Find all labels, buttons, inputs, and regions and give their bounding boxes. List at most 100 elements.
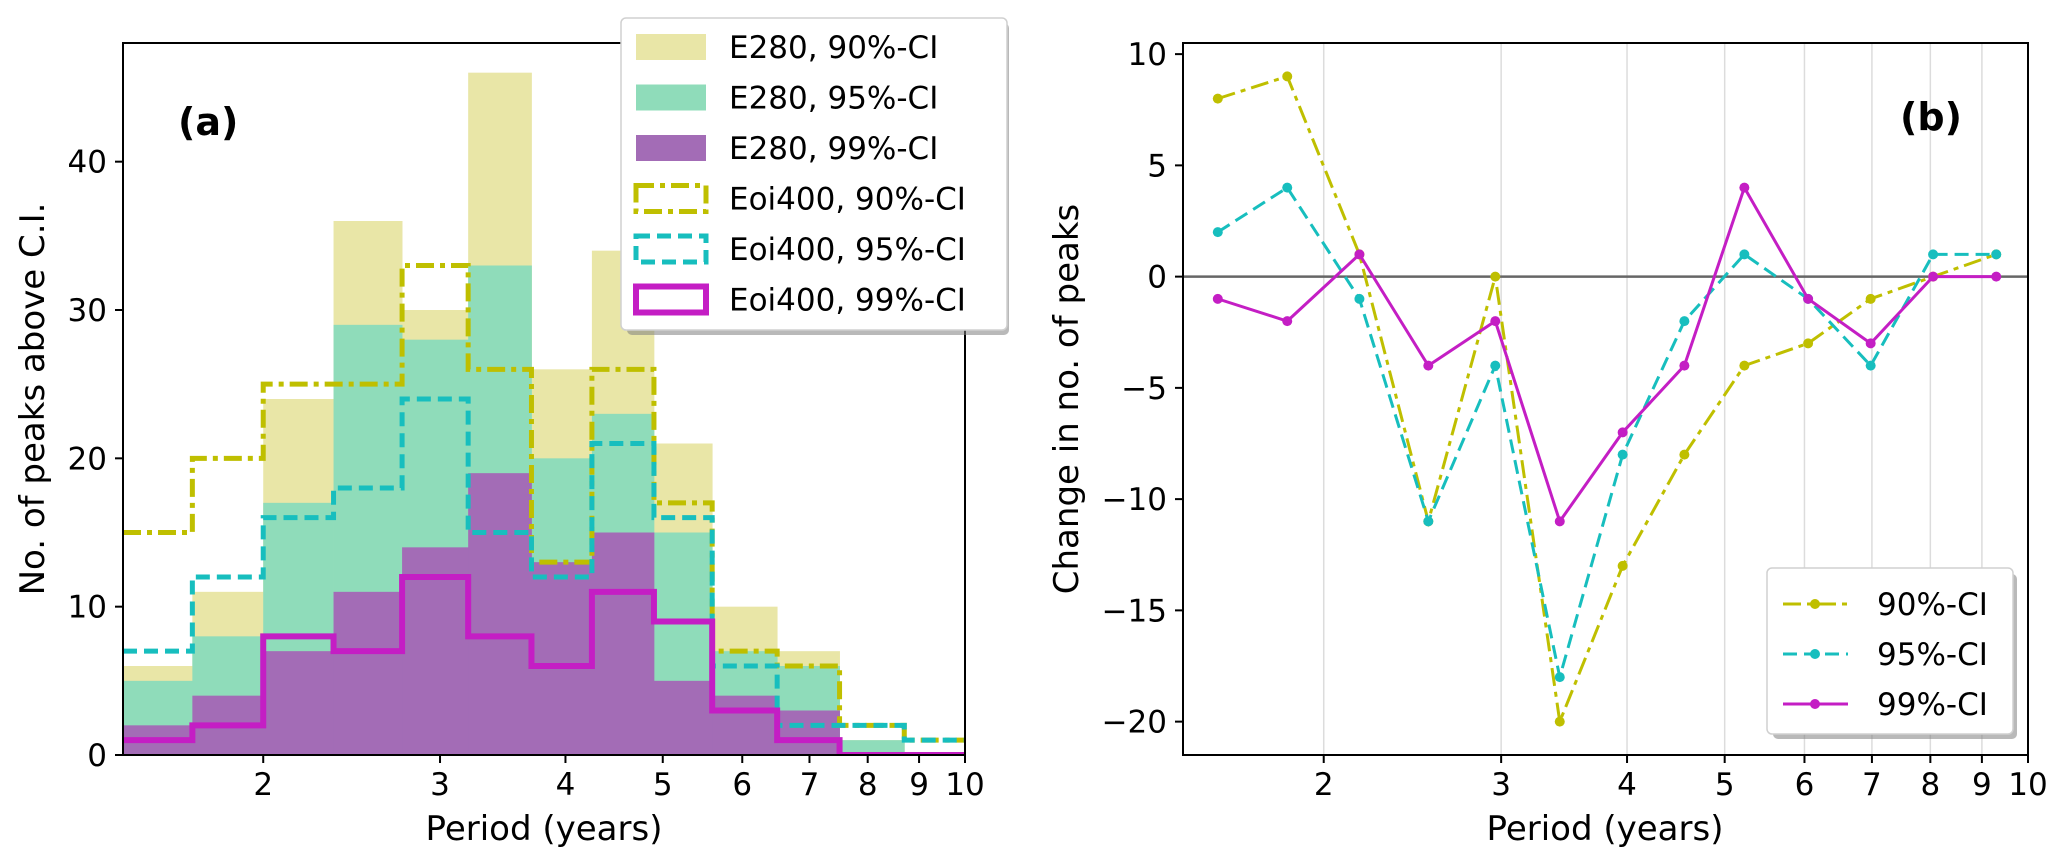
- b-ytick-label: −15: [1102, 593, 1167, 629]
- bar-e280-99-ci-bin-9: [712, 695, 778, 755]
- b-ytick-label: 10: [1128, 37, 1167, 73]
- a-xtick-label: 10: [945, 767, 984, 803]
- legend-b-label: 90%-CI: [1877, 587, 1988, 623]
- legend-b-marker: [1810, 599, 1820, 609]
- panel-a-frame: [122, 42, 966, 756]
- bar-e280-99-ci-bin-8: [653, 680, 713, 755]
- point-99-ci: [1617, 427, 1628, 438]
- legend-a-label: E280, 99%-CI: [729, 131, 938, 167]
- point-95-ci: [1679, 316, 1690, 327]
- panel-b-tag: (b): [1900, 95, 1962, 139]
- a-ytick-label: 40: [68, 145, 107, 181]
- bar-e280-95-ci-bin-11: [839, 740, 905, 755]
- panel-b-x-label: Period (years): [1487, 809, 1724, 849]
- point-99-ci: [1354, 249, 1365, 260]
- legend-a-swatch: [633, 183, 709, 214]
- point-90-ci: [1739, 360, 1750, 371]
- point-95-ci: [1212, 227, 1223, 238]
- point-90-ci: [1803, 338, 1814, 349]
- bar-e280-99-ci-bin-6: [531, 562, 593, 755]
- point-95-ci: [1991, 249, 2002, 260]
- point-95-ci: [1490, 360, 1501, 371]
- legend-a-swatch: [636, 34, 706, 60]
- panel-a-tag: (a): [178, 100, 238, 144]
- panel-a-y-label: No. of peaks above C.I.: [13, 203, 53, 596]
- bar-e280-99-ci-bin-10: [777, 710, 840, 755]
- panel-a: 2 3 4 5 6 7 8 9 10 0 10 20 30 40 Period (years) No. …: [13, 42, 985, 849]
- point-90-ci: [1554, 716, 1565, 727]
- a-xtick-label: 2: [253, 767, 273, 803]
- step-eoi400-99-ci: [123, 574, 965, 755]
- panel-b-y-label: Change in no. of peaks: [1047, 204, 1087, 594]
- bar-e280-99-ci-bin-4: [402, 547, 469, 755]
- b-xtick-label: 7: [1862, 767, 1882, 803]
- panel-b-frame: [1182, 42, 2029, 756]
- bar-e280-99-ci-bin-7: [591, 532, 655, 755]
- legend-b-marker: [1810, 699, 1820, 709]
- legend-a-label: E280, 90%-CI: [729, 30, 938, 66]
- legend-a-box: [620, 17, 1008, 331]
- legend-b-label: 95%-CI: [1877, 637, 1988, 673]
- panel-b: 2 3 4 5 6 7 8 9 10 10 5 0 −5 −10 −15 −20 Period (years…: [1047, 37, 2048, 849]
- b-xtick-label: 10: [2008, 767, 2047, 803]
- bar-e280-99-ci-bin-5: [468, 473, 532, 755]
- b-ytick-label: 5: [1147, 148, 1167, 184]
- panel-a-bars: [123, 72, 905, 755]
- point-99-ci: [1554, 516, 1565, 527]
- a-ytick-label: 30: [68, 293, 107, 329]
- point-90-ci: [1617, 560, 1628, 571]
- a-xtick-label: 8: [858, 767, 878, 803]
- b-xtick-label: 6: [1795, 767, 1815, 803]
- legend-a-label: Eoi400, 95%-CI: [729, 232, 966, 268]
- point-90-ci: [1679, 449, 1690, 460]
- legend-b-label: 99%-CI: [1877, 687, 1988, 723]
- point-99-ci: [1212, 293, 1223, 304]
- panel-b-x-ticks: 2 3 4 5 6 7 8 9 10: [1314, 755, 2048, 803]
- panel-b-series: [1212, 71, 2002, 728]
- point-99-ci: [1803, 293, 1814, 304]
- point-99-ci: [1490, 316, 1501, 327]
- point-99-ci: [1739, 182, 1750, 193]
- b-xtick-label: 8: [1920, 767, 1940, 803]
- b-xtick-label: 4: [1617, 767, 1637, 803]
- bar-e280-99-ci-bin-3: [333, 591, 403, 755]
- a-ytick-label: 10: [68, 590, 107, 626]
- b-xtick-label: 9: [1972, 767, 1992, 803]
- point-99-ci: [1423, 360, 1434, 371]
- b-xtick-label: 3: [1491, 767, 1511, 803]
- legend-a-swatch: [636, 135, 706, 161]
- panel-a-legend: E280, 90%-CI E280, 95%-CI E280, 99%-CI Eoi4…: [620, 17, 1009, 335]
- a-ytick-label: 20: [68, 441, 107, 477]
- a-ytick-label: 0: [87, 738, 107, 774]
- b-ytick-label: −5: [1121, 371, 1167, 407]
- panel-a-x-ticks: 2 3 4 5 6 7 8 9 10: [253, 755, 985, 803]
- a-xtick-label: 7: [800, 767, 820, 803]
- point-90-ci: [1282, 71, 1293, 82]
- a-xtick-label: 4: [556, 767, 576, 803]
- point-99-ci: [1865, 338, 1876, 349]
- panel-a-y-ticks: 0 10 20 30 40: [68, 145, 123, 774]
- a-xtick-label: 6: [732, 767, 752, 803]
- panel-a-x-label: Period (years): [426, 809, 663, 849]
- legend-b-marker: [1810, 649, 1820, 659]
- b-xtick-label: 5: [1715, 767, 1735, 803]
- a-xtick-label: 9: [909, 767, 929, 803]
- panel-a-step-lines: [123, 263, 965, 755]
- line-99-ci: [1217, 183, 1997, 525]
- point-99-ci: [1991, 271, 2002, 282]
- legend-a-swatch: [633, 233, 709, 265]
- point-95-ci: [1354, 293, 1365, 304]
- panel-b-legend: 90%-CI 95%-CI 99%-CI: [1766, 567, 2017, 739]
- point-95-ci: [1554, 672, 1565, 683]
- b-ytick-label: −10: [1102, 482, 1167, 518]
- point-95-ci: [1423, 516, 1434, 527]
- panel-b-y-ticks: 10 5 0 −5 −10 −15 −20: [1102, 37, 1183, 741]
- a-xtick-label: 5: [653, 767, 673, 803]
- b-ytick-label: −20: [1102, 705, 1167, 741]
- legend-a-label: Eoi400, 90%-CI: [729, 182, 966, 218]
- point-90-ci: [1865, 293, 1876, 304]
- point-95-ci: [1739, 249, 1750, 260]
- point-99-ci: [1679, 360, 1690, 371]
- point-90-ci: [1490, 271, 1501, 282]
